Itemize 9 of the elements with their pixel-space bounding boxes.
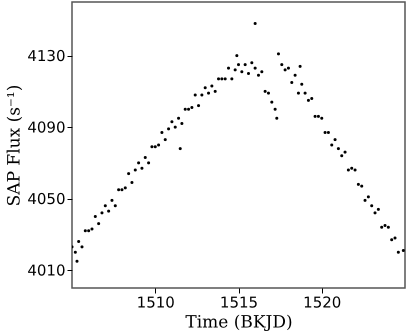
y-tick-label: 4050 (27, 190, 66, 208)
y-axis-title: SAP Flux (s⁻¹) (4, 84, 24, 206)
y-tick-label: 4010 (27, 262, 66, 280)
x-tick-label: 1515 (220, 294, 258, 312)
x-tick-label: 1510 (136, 294, 175, 312)
y-tick-label: 4090 (27, 118, 66, 137)
y-tick-label: 4130 (27, 47, 66, 66)
x-tick-label: 1520 (303, 294, 342, 312)
x-axis-title: Time (BKJD) (185, 312, 293, 332)
